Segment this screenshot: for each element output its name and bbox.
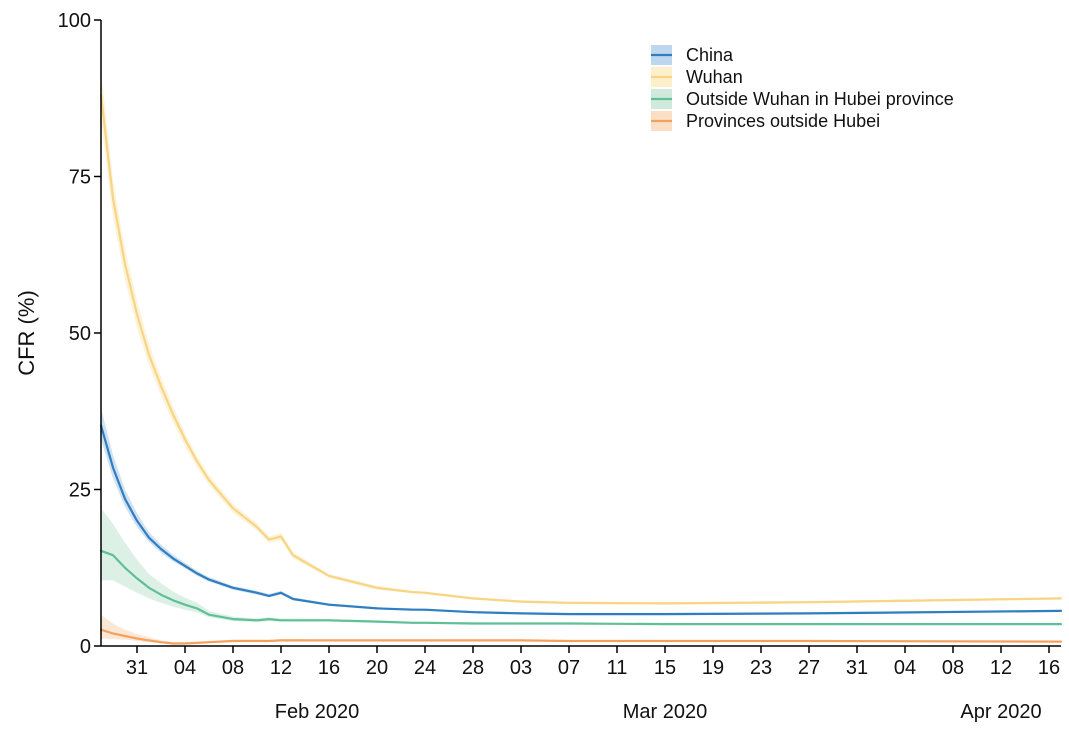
- month-labels: Feb 2020 Mar 2020 Apr 2020: [275, 701, 1042, 723]
- x-tick-label: 07: [558, 657, 580, 679]
- month-label: Feb 2020: [275, 701, 360, 723]
- x-tick-label: 12: [990, 657, 1012, 679]
- band-outside-wuhan-in-hubei-province: [101, 508, 1061, 625]
- x-tick-label: 04: [174, 657, 196, 679]
- x-tick-label: 31: [846, 657, 868, 679]
- x-tick-label: 31: [126, 657, 148, 679]
- x-tick-label: 03: [510, 657, 532, 679]
- y-tick-label: 0: [80, 636, 91, 658]
- y-ticks: 0 25 50 75 100: [58, 10, 101, 658]
- x-ticks: 31 04 08 12 16 20 24 28 03 07 11 15 19 23 27 31 04 08 12 16: [126, 646, 1060, 679]
- line-outside-wuhan-in-hubei-province: [99, 549, 1063, 626]
- x-tick-label: 12: [270, 657, 292, 679]
- x-tick-label: 08: [222, 657, 244, 679]
- y-tick-label: 50: [69, 323, 91, 345]
- band-wuhan: [101, 70, 1061, 605]
- x-tick-label: 16: [1038, 657, 1060, 679]
- month-label: Apr 2020: [960, 701, 1041, 723]
- legend-label-wuhan: Wuhan: [686, 67, 743, 87]
- x-tick-label: 16: [318, 657, 340, 679]
- series-lines: [99, 93, 1063, 645]
- y-tick-label: 100: [58, 10, 91, 32]
- x-tick-label: 08: [942, 657, 964, 679]
- x-tick-label: 15: [654, 657, 676, 679]
- x-tick-label: 27: [798, 657, 820, 679]
- x-tick-label: 04: [894, 657, 916, 679]
- x-tick-label: 11: [607, 657, 628, 679]
- y-tick-label: 25: [69, 480, 91, 502]
- line-china: [99, 424, 1063, 616]
- line-wuhan: [99, 93, 1063, 605]
- band-china: [101, 408, 1061, 615]
- legend-label-outside-wuhan-in-hubei-province: Outside Wuhan in Hubei province: [686, 89, 954, 109]
- y-axis-title: CFR (%): [14, 290, 39, 376]
- legend-label-provinces-outside-hubei: Provinces outside Hubei: [686, 111, 880, 131]
- axes: [100, 20, 1061, 647]
- legend-label-china: China: [686, 45, 734, 65]
- x-tick-label: 19: [702, 657, 724, 679]
- x-tick-label: 24: [414, 657, 436, 679]
- x-tick-label: 28: [462, 657, 484, 679]
- confidence-bands: [101, 70, 1061, 645]
- y-tick-label: 75: [69, 167, 91, 189]
- month-label: Mar 2020: [623, 701, 708, 723]
- x-tick-label: 23: [750, 657, 772, 679]
- line-provinces-outside-hubei: [99, 628, 1063, 645]
- x-tick-label: 20: [366, 657, 388, 679]
